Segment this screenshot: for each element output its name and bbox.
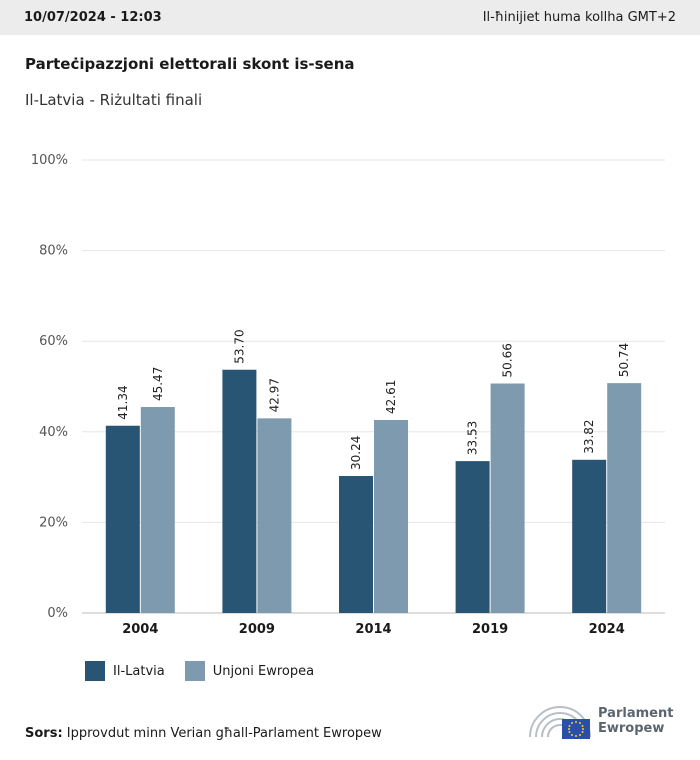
bar [257,418,292,613]
bar [490,383,525,613]
data-label: 33.53 [466,421,480,455]
parliament-hemicycle-icon [529,706,591,739]
y-tick-label: 40% [39,425,68,440]
legend: Il-Latvia Unjoni Ewropea [85,661,334,681]
y-tick-label: 100% [31,153,68,168]
legend-label-latvia: Il-Latvia [113,663,165,679]
bar [140,407,175,613]
y-tick-label: 60% [39,334,68,349]
x-tick-label: 2004 [122,622,158,637]
timezone-note: Il-ħinijiet huma kollha GMT+2 [482,10,676,25]
header-bar: 10/07/2024 - 12:03 Il-ħinijiet huma koll… [0,0,700,35]
bar [374,419,408,613]
data-label: 50.74 [617,343,631,377]
bar [222,369,257,613]
bar [105,425,140,613]
data-label: 42.97 [267,378,281,412]
data-label: 42.61 [384,380,398,414]
parliament-logo: Parlament Ewropew [528,700,688,742]
source-label: Sors: [25,726,63,741]
bar [572,459,607,613]
legend-label-eu: Unjoni Ewropea [212,663,315,679]
x-tick-label: 2019 [472,622,508,637]
chart-subtitle: Il-Latvia - Riżultati finali [25,91,203,109]
legend-item-latvia: Il-Latvia [85,661,165,681]
data-label: 50.66 [501,343,515,377]
data-label: 53.70 [232,329,246,363]
logo-line-1: Parlament [598,706,674,721]
data-label: 33.82 [582,419,596,453]
x-tick-label: 2014 [355,622,391,637]
y-tick-label: 20% [39,515,68,530]
x-tick-label: 2024 [589,622,625,637]
bar [607,383,642,613]
legend-item-eu: Unjoni Ewropea [184,661,315,681]
data-label: 30.24 [349,436,363,470]
data-label: 45.47 [151,367,165,401]
logo-text: Parlament Ewropew [598,706,673,736]
source-text: Ipprovdut minn Verian għall-Parlament Ew… [62,726,382,741]
source-note: Sors: Ipprovdut minn Verian għall-Parlam… [25,726,382,741]
x-tick-label: 2009 [239,622,275,637]
y-tick-label: 80% [39,244,68,259]
data-label: 41.34 [116,385,130,419]
legend-swatch-eu [184,661,205,681]
legend-swatch-latvia [85,661,105,681]
bar-chart: 0% 20% 40% 60% 80% 100% 41.34 45.47 2004 53.70 42.… [31,153,665,637]
timestamp: 10/07/2024 - 12:03 [24,10,162,25]
y-tick-label: 0% [47,606,68,621]
logo-line-2: Ewropew [598,721,665,736]
chart-title: Parteċipazzjoni elettorali skont is-sena [25,55,355,73]
bar [455,461,490,613]
bar [339,476,373,613]
